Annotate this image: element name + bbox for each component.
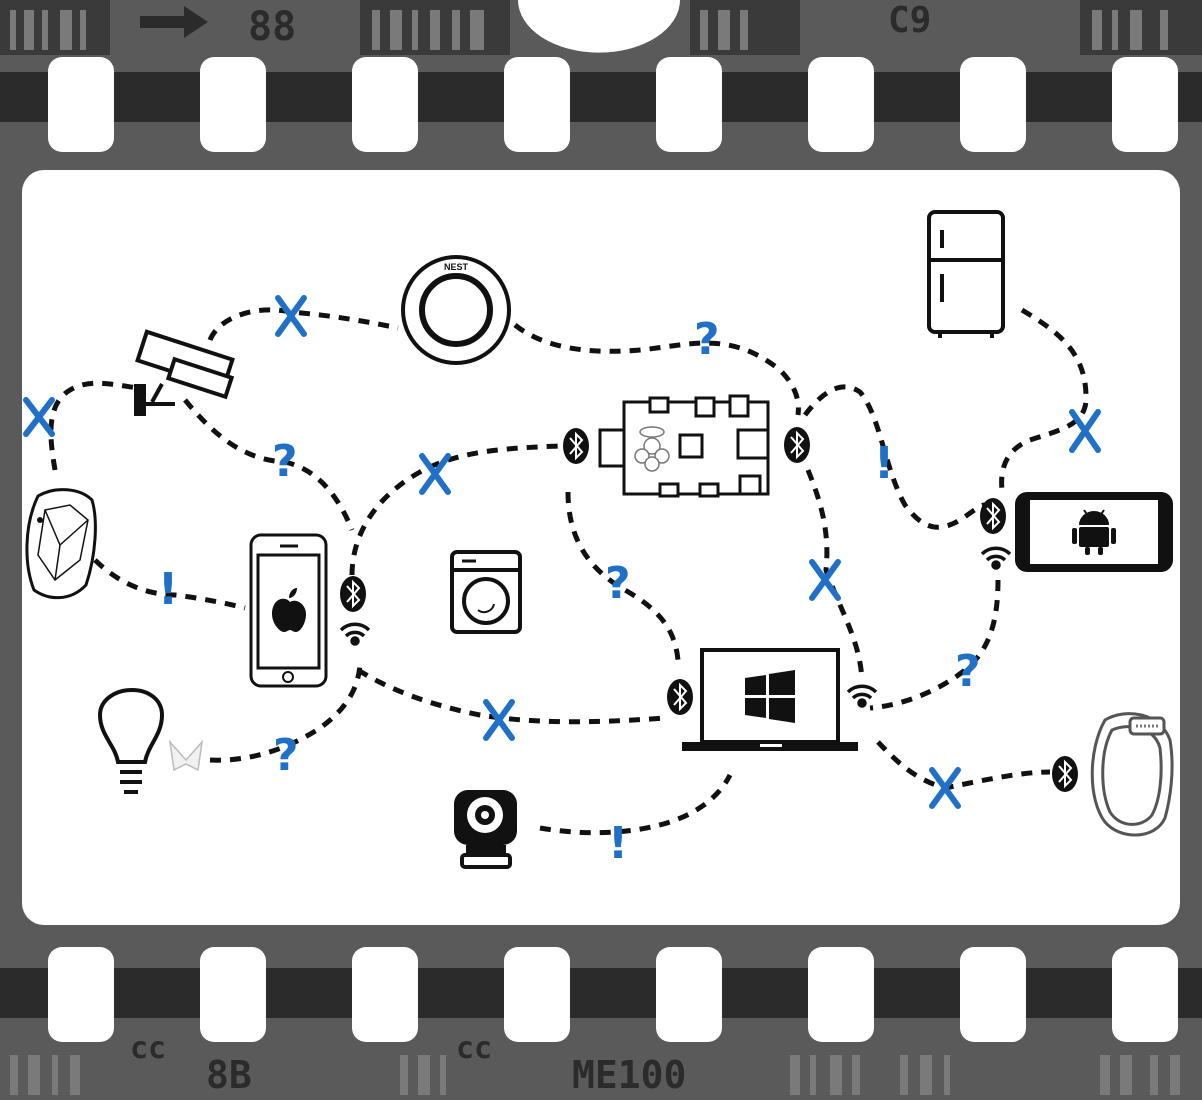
path-raspberry-laptop-left (565, 491, 681, 661)
film-code-bottom-1: cc (130, 1031, 166, 1066)
film-code-bottom-2: 8B (206, 1053, 252, 1097)
wifi-icon-android (980, 546, 1012, 570)
exclaim-markers: ! ! ! (158, 438, 894, 869)
path-camera-iphone (183, 398, 355, 531)
windows-logo-icon (745, 670, 795, 723)
path-beacon-camera (48, 380, 139, 471)
bluetooth-icon-android (980, 498, 1006, 534)
wifi-badges (339, 546, 1012, 708)
path-webcam-laptop (539, 773, 733, 836)
arrow-right-icon (140, 6, 208, 38)
nest-thermostat-icon: NEST (401, 255, 511, 365)
top-edge-bars (10, 10, 1168, 50)
path-raspberry-laptop-right (805, 469, 865, 681)
fitbit-band-icon (1090, 712, 1174, 837)
light-bulb-icon (97, 687, 204, 794)
question-mark-2: ? (694, 314, 720, 365)
x-mark-2 (23, 397, 55, 437)
x-markers (23, 295, 1101, 809)
film-code-top-left: 88 (248, 4, 296, 50)
bluetooth-icon-iphone (340, 576, 366, 612)
bluetooth-badges (340, 427, 1078, 792)
exclaim-mark-1: ! (158, 564, 178, 615)
bluetooth-icon-laptop (667, 679, 693, 715)
path-iphone-raspberry (349, 443, 561, 576)
question-markers: ? ? ? ? ? (272, 314, 981, 781)
x-mark-7 (929, 767, 961, 809)
hue-bridge-icon (168, 739, 204, 772)
question-mark-4: ? (955, 646, 981, 697)
apple-logo-icon (272, 588, 306, 632)
film-code-bottom-4: ME100 (572, 1053, 686, 1097)
question-mark-3: ? (605, 558, 631, 609)
bottom-perforations (48, 947, 1178, 1042)
top-notch (518, 0, 680, 53)
bottom-edge-bars (10, 1055, 1180, 1095)
exclaim-mark-2: ! (874, 438, 894, 489)
nest-label: NEST (444, 262, 469, 272)
bluetooth-icon-fitbit (1052, 756, 1078, 792)
fridge-icon (927, 210, 1005, 338)
x-mark-3 (419, 453, 451, 495)
x-mark-6 (1069, 409, 1101, 453)
top-perforations (48, 57, 1178, 152)
path-bulb-iphone (209, 664, 363, 763)
security-camera-icon (134, 329, 235, 416)
wifi-icon-laptop (846, 684, 878, 708)
iphone-icon (249, 533, 328, 688)
x-mark-5 (809, 559, 841, 601)
beacon-icon (25, 488, 97, 600)
bluetooth-icon-raspberry-right (784, 427, 810, 463)
path-beacon-iphone (93, 558, 246, 611)
question-mark-1: ? (272, 436, 298, 487)
path-camera-nest (207, 307, 399, 342)
washing-machine-icon (450, 550, 522, 634)
path-iphone-laptop (356, 667, 666, 725)
wifi-icon-iphone (339, 622, 371, 646)
photo-frame (22, 170, 1180, 925)
path-raspberry-android (803, 384, 986, 530)
raspberry-pi-icon (598, 394, 770, 498)
x-mark-4 (483, 699, 515, 741)
question-mark-5: ? (273, 730, 299, 781)
path-android-laptop (869, 579, 1001, 711)
x-mark-1 (275, 295, 307, 337)
bluetooth-icon-raspberry-left (563, 428, 589, 464)
laptop-icon (682, 648, 858, 751)
webcam-icon (454, 790, 517, 869)
android-phone-icon (1015, 492, 1173, 572)
film-code-bottom-3: cc (456, 1031, 492, 1066)
film-code-top-right: C9 (888, 0, 931, 41)
exclaim-mark-3: ! (608, 818, 628, 869)
path-nest-raspberry (513, 323, 801, 416)
android-logo-icon (1072, 509, 1116, 555)
raspberry-logo-icon (634, 426, 670, 472)
